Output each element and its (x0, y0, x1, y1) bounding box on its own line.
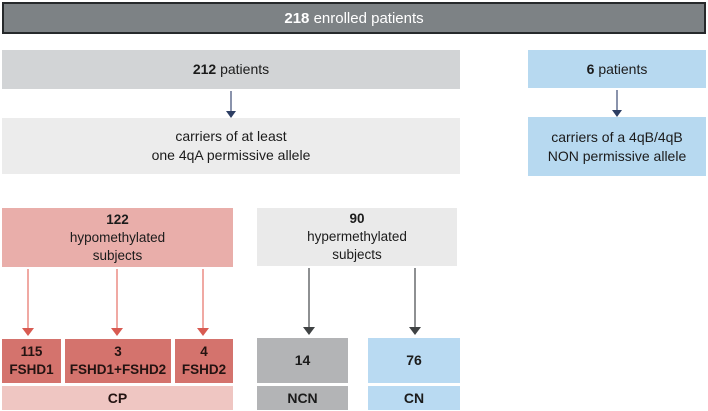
arrow-head (226, 111, 236, 118)
cn-category-bar: CN (368, 386, 460, 410)
arrow-stem (27, 269, 29, 328)
carriers-4qa-box: carriers of at least one 4qA permissive … (2, 118, 460, 174)
carriers-4qb-box: carriers of a 4qB/4qB NON permissive all… (528, 117, 706, 176)
arrow-stem (230, 91, 232, 111)
fshd1-fshd2-box: 3 FSHD1+FSHD2 (65, 339, 171, 383)
hypermethylated-box: 90 hypermethylated subjects (257, 208, 457, 266)
cn-label: CN (403, 389, 425, 406)
arrow-stem (414, 268, 416, 327)
arrow-stem (116, 269, 118, 328)
hypomethylated-line3: subjects (92, 247, 143, 263)
arrow-head (303, 327, 315, 335)
down-arrow-to-fshd1-fshd2 (111, 269, 123, 336)
down-arrow-to-cn (409, 268, 421, 335)
patients-212-text: 212 patients (193, 60, 269, 79)
cp-label: CP (107, 389, 128, 406)
enrolled-count: 218 (284, 9, 310, 27)
cp-category-bar: CP (2, 386, 233, 410)
fshd2-label: FSHD2 (181, 362, 227, 377)
enrolled-patients-banner: 218 enrolled patients (2, 2, 706, 34)
hypermethylated-line3: subjects (332, 247, 382, 262)
ncn-label: NCN (287, 389, 318, 406)
arrow-head (197, 328, 209, 336)
patients-6-text: 6 patients (587, 60, 648, 79)
hypomethylated-count: 122 (106, 211, 129, 227)
fshd2-box: 4 FSHD2 (175, 339, 233, 383)
hypermethylated-count: 90 (349, 211, 365, 226)
fshd1-fshd2-count: 3 (114, 344, 122, 359)
hypomethylated-box: 122 hypomethylated subjects (2, 208, 233, 267)
cn-count-box: 76 (368, 338, 460, 383)
arrow-head (111, 328, 123, 336)
fshd2-count: 4 (200, 344, 208, 359)
carriers-4qa-line1: carriers of at least (175, 128, 287, 144)
patients-212-box: 212 patients (2, 50, 460, 89)
patients-212-count: 212 (192, 61, 217, 77)
patients-6-box: 6 patients (528, 50, 706, 88)
down-arrow-6-to-4qb (611, 90, 623, 117)
ncn-count-box: 14 (257, 338, 348, 383)
fshd1-box: 115 FSHD1 (2, 339, 61, 383)
cn-count: 76 (406, 352, 422, 368)
fshd1-fshd2-label: FSHD1+FSHD2 (69, 362, 167, 377)
arrow-head (612, 110, 622, 117)
enrolled-label: enrolled patients (313, 9, 424, 27)
arrow-head (22, 328, 34, 336)
carriers-4qb-line2: NON permissive allele (547, 147, 687, 164)
carriers-4qb-line1: carriers of a 4qB/4qB (551, 128, 683, 145)
down-arrow-to-ncn (303, 268, 315, 335)
ncn-count: 14 (294, 352, 311, 368)
enrolled-patients-text: 218 enrolled patients (284, 9, 423, 28)
arrow-stem (308, 268, 310, 327)
hypomethylated-line2: hypomethylated (69, 229, 166, 245)
down-arrow-212-to-4qa (225, 91, 237, 118)
ncn-category-bar: NCN (257, 386, 348, 410)
patients-6-label: patients (598, 60, 648, 77)
carriers-4qa-line2: one 4qA permissive allele (151, 147, 311, 163)
arrow-stem (616, 90, 618, 110)
arrow-stem (202, 269, 204, 328)
arrow-head (409, 327, 421, 335)
hypermethylated-line2: hypermethylated (307, 229, 407, 244)
fshd1-label: FSHD1 (9, 362, 54, 377)
patients-6-count: 6 (586, 60, 595, 77)
fshd1-count: 115 (20, 344, 43, 359)
down-arrow-to-fshd2 (197, 269, 209, 336)
down-arrow-to-fshd1 (22, 269, 34, 336)
patients-212-label: patients (220, 61, 270, 77)
